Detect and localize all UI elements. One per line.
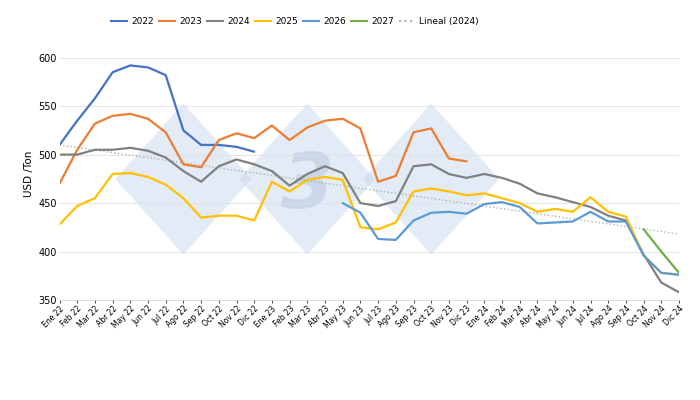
Text: 3: 3 (281, 150, 334, 224)
Polygon shape (239, 104, 375, 255)
Polygon shape (116, 104, 251, 255)
Y-axis label: USD /Ton: USD /Ton (24, 151, 34, 197)
Legend: 2022, 2023, 2024, 2025, 2026, 2027, Lineal (2024): 2022, 2023, 2024, 2025, 2026, 2027, Line… (108, 14, 482, 30)
Polygon shape (363, 104, 499, 255)
